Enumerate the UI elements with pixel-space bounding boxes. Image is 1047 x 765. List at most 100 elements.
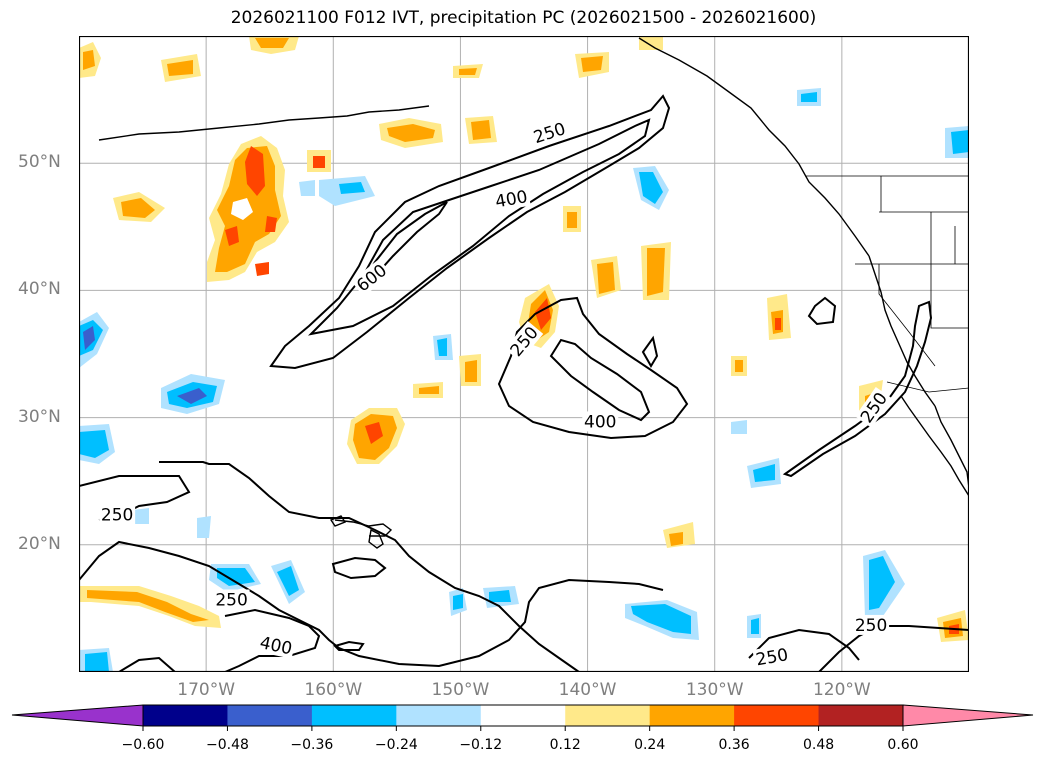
precip-negative-area xyxy=(133,508,149,524)
precip-negative-area xyxy=(339,182,365,194)
state-border xyxy=(930,264,969,329)
contour-label-background xyxy=(853,614,890,635)
ivt-contour-250 xyxy=(748,628,860,661)
contour-label-background xyxy=(256,631,296,659)
ivt-contour-250 xyxy=(159,461,580,672)
contour-label-background xyxy=(855,386,893,428)
ivt-contour-250 xyxy=(269,94,671,370)
precip-positive-area xyxy=(647,248,665,296)
colorbar-tick-label: −0.24 xyxy=(374,737,418,753)
contour-label-background xyxy=(752,643,792,670)
colorbar-segment xyxy=(396,705,482,726)
colorbar-extend-max xyxy=(902,704,1034,727)
precip-positive-area xyxy=(87,590,209,622)
precip-negative-area xyxy=(869,556,895,610)
colorbar-tick-label: −0.48 xyxy=(205,737,249,753)
colorbar-extend-min xyxy=(11,704,144,727)
ivt-contour-label: 250 xyxy=(215,590,247,610)
precipitation-shading xyxy=(79,36,969,672)
precip-positive-area xyxy=(265,216,277,232)
baja-coast xyxy=(934,405,969,489)
colorbar-outline xyxy=(142,704,904,727)
precip-positive-area xyxy=(245,146,265,196)
precip-negative-area xyxy=(437,338,447,356)
colorbar-tick-label: 0.36 xyxy=(718,737,750,753)
precip-positive-area xyxy=(535,298,551,330)
colorbar-segment xyxy=(649,705,735,726)
alaska-coast xyxy=(638,37,870,257)
longitude-label: 160°W xyxy=(304,680,363,700)
colorbar xyxy=(11,704,1034,731)
longitude-label: 130°W xyxy=(685,680,744,700)
precip-negative-area xyxy=(639,172,663,204)
precip-negative-area xyxy=(299,180,315,196)
longitude-label: 120°W xyxy=(812,680,871,700)
precip-positive-area xyxy=(581,56,603,72)
latitude-label: 40°N xyxy=(18,279,61,300)
ivt-contour-small xyxy=(807,296,837,326)
ivt-contour-250 xyxy=(118,656,176,672)
longitude-label: 140°W xyxy=(558,680,617,700)
map-title: 2026021100 F012 IVT, precipitation PC (2… xyxy=(230,8,817,28)
colorbar-tick-label: −0.60 xyxy=(121,737,165,753)
latitude-label: 50°N xyxy=(18,152,61,173)
precip-positive-area xyxy=(567,212,577,228)
precip-positive-area xyxy=(471,120,491,140)
precip-negative-area xyxy=(489,590,511,602)
hawaii-big-island xyxy=(368,528,384,549)
precip-negative-area xyxy=(453,594,463,610)
us-mexico-border xyxy=(886,381,969,393)
ivt-contour-label: 250 xyxy=(101,505,133,525)
precip-positive-area xyxy=(465,360,477,382)
precip-positive-area xyxy=(255,38,289,48)
ivt-contour-small xyxy=(333,640,365,651)
precip-positive-area xyxy=(365,422,383,444)
ivt-contour-label: 400 xyxy=(584,412,616,432)
gulf-of-california-coast xyxy=(900,395,969,497)
ivt-contour-label: 250 xyxy=(855,616,887,636)
colorbar-segment xyxy=(734,705,820,726)
ivt-contour-400 xyxy=(307,118,651,336)
us-west-coast xyxy=(868,255,936,407)
ivt-contour-small xyxy=(641,335,659,368)
precip-negative-area xyxy=(79,430,109,458)
coastlines xyxy=(98,37,969,549)
colorbar-segment xyxy=(480,705,566,726)
colorbar-segment xyxy=(565,705,651,726)
longitude-label: 170°W xyxy=(177,680,236,700)
precip-negative-area xyxy=(631,604,691,634)
precip-negative-area xyxy=(197,516,211,538)
ivt-contour-250 xyxy=(331,556,387,580)
colorbar-segment xyxy=(227,705,313,726)
colorbar-tick-label: 0.12 xyxy=(549,737,581,753)
precip-negative-area xyxy=(85,652,109,672)
precip-negative-area xyxy=(801,92,817,102)
precip-positive-area xyxy=(255,262,269,276)
precip-negative-area xyxy=(731,420,747,434)
latitude-label: 20°N xyxy=(18,533,61,554)
precip-negative-area xyxy=(83,326,95,350)
precip-negative-area xyxy=(753,464,775,482)
precip-positive-area xyxy=(735,360,743,372)
precip-negative-area xyxy=(217,568,255,586)
precip-positive-area xyxy=(83,50,95,70)
contour-label-background xyxy=(491,185,531,212)
precip-positive-area xyxy=(167,60,193,76)
contour-label-background xyxy=(529,117,570,148)
contour-label-background xyxy=(213,589,250,610)
colorbar-segment xyxy=(143,705,228,726)
alaska-peninsula-coast xyxy=(98,105,430,141)
precip-positive-area xyxy=(121,198,155,218)
colorbar-segment xyxy=(818,705,904,726)
precip-positive-area xyxy=(459,68,477,75)
precip-positive-area xyxy=(419,386,439,394)
precip-positive-area xyxy=(597,262,615,294)
ivt-contour-250 xyxy=(79,540,664,668)
map-frame xyxy=(79,36,969,672)
precip-positive-area xyxy=(669,532,683,546)
colorbar-tick-label: −0.36 xyxy=(290,737,334,753)
contour-label-background xyxy=(99,504,136,525)
precip-positive-area xyxy=(313,156,325,168)
colorbar-segment xyxy=(311,705,397,726)
